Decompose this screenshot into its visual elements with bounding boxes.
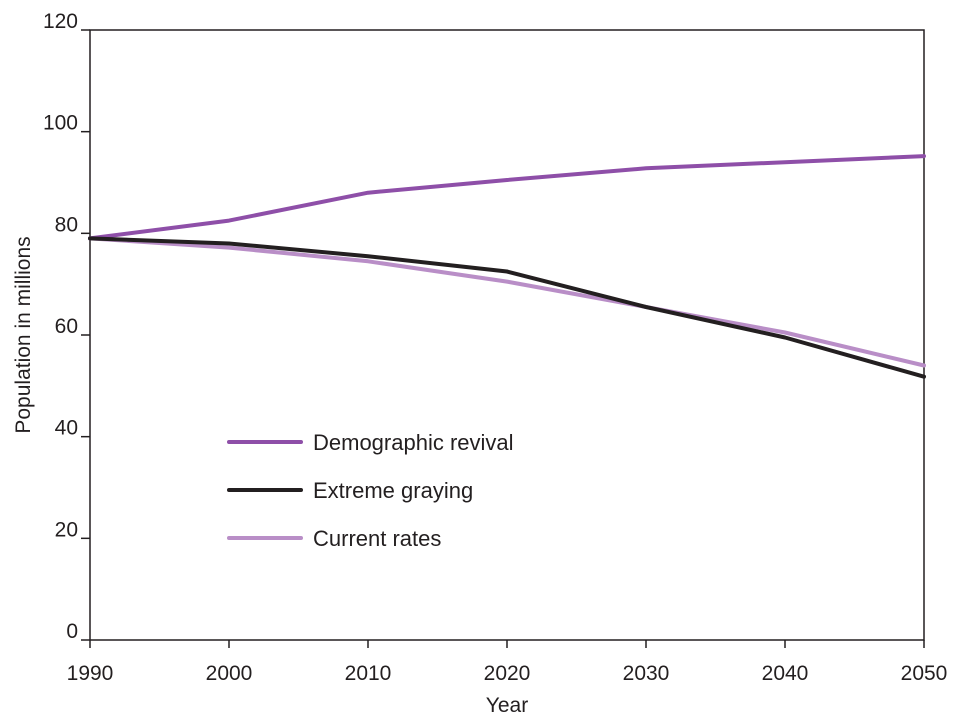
y-tick-label: 120 bbox=[43, 10, 78, 33]
y-tick-label: 40 bbox=[55, 417, 78, 440]
y-tick-label: 100 bbox=[43, 112, 78, 135]
x-tick-label: 2010 bbox=[345, 662, 392, 685]
x-tick-label: 2030 bbox=[623, 662, 670, 685]
x-tick-label: 2050 bbox=[901, 662, 948, 685]
series-line-demographic-revival bbox=[88, 154, 926, 241]
series-layer bbox=[88, 154, 926, 379]
y-tick-label: 0 bbox=[66, 620, 78, 643]
legend-label: Demographic revival bbox=[313, 430, 514, 455]
legend-label: Current rates bbox=[313, 526, 441, 551]
y-axis-title: Population in millions bbox=[12, 236, 35, 433]
series-line-extreme-graying bbox=[88, 236, 926, 379]
y-tick-label: 60 bbox=[55, 315, 78, 338]
x-axis: 1990 2000 2010 2020 2030 2040 2050 bbox=[67, 640, 948, 685]
y-tick-label: 20 bbox=[55, 518, 78, 541]
y-tick-label: 80 bbox=[55, 213, 78, 236]
series-line-current-rates bbox=[88, 236, 926, 368]
x-tick-label: 2040 bbox=[762, 662, 809, 685]
x-tick-label: 2020 bbox=[484, 662, 531, 685]
legend: Demographic revival Extreme graying Curren… bbox=[227, 430, 514, 551]
x-tick-label: 2000 bbox=[206, 662, 253, 685]
y-axis: 0 20 40 60 80 100 120 bbox=[43, 10, 90, 643]
x-axis-title: Year bbox=[486, 694, 528, 715]
x-tick-label: 1990 bbox=[67, 662, 114, 685]
legend-label: Extreme graying bbox=[313, 478, 473, 503]
